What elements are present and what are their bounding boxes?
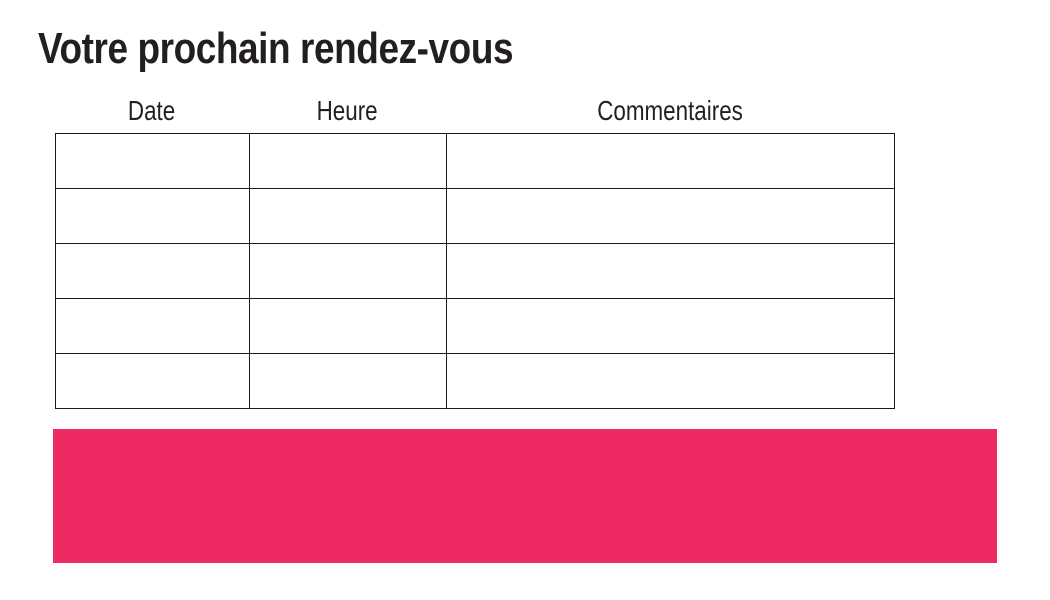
table-cell bbox=[249, 243, 447, 299]
table-row bbox=[55, 188, 895, 244]
column-header-commentaires: Commentaires bbox=[597, 95, 743, 126]
table-row bbox=[55, 298, 895, 354]
column-header-date: Date bbox=[128, 95, 176, 126]
pink-banner bbox=[53, 429, 997, 563]
table-cell bbox=[446, 353, 895, 409]
table-cell bbox=[55, 298, 250, 354]
table-cell bbox=[446, 243, 895, 299]
table-cell bbox=[249, 298, 447, 354]
table-cell bbox=[55, 188, 250, 244]
table-cell bbox=[446, 188, 895, 244]
table-row bbox=[55, 133, 895, 189]
page-title-text: Votre prochain rendez-vous bbox=[38, 24, 514, 73]
table-cell bbox=[249, 353, 447, 409]
table-row bbox=[55, 353, 895, 409]
table-cell bbox=[249, 188, 447, 244]
table-cell bbox=[55, 243, 250, 299]
table-header-row: Date Heure Commentaires bbox=[55, 92, 894, 130]
table-row bbox=[55, 243, 895, 299]
table-cell bbox=[55, 353, 250, 409]
table-cell bbox=[55, 133, 250, 189]
table-cell bbox=[446, 298, 895, 354]
column-header-heure: Heure bbox=[316, 95, 378, 126]
page-title: Votre prochain rendez-vous bbox=[38, 24, 604, 74]
table-cell bbox=[446, 133, 895, 189]
appointments-table bbox=[55, 133, 895, 409]
table-cell bbox=[249, 133, 447, 189]
